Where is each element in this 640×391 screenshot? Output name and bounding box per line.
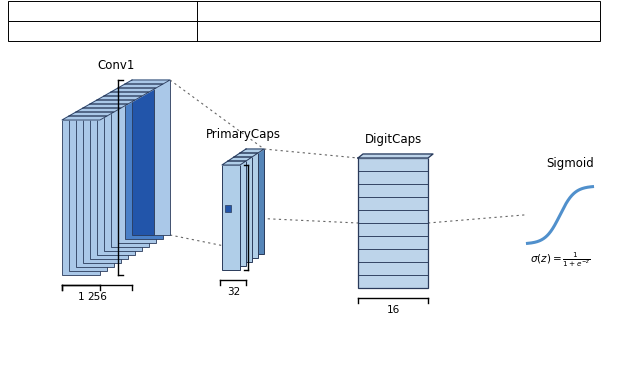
Bar	[358, 158, 428, 288]
Polygon shape	[97, 96, 142, 100]
Bar	[83, 108, 121, 263]
Text: PrimaryCaps: PrimaryCaps	[205, 128, 280, 141]
Bar	[240, 153, 258, 258]
Polygon shape	[234, 153, 258, 157]
Text: DigitCaps: DigitCaps	[364, 133, 422, 146]
Text: 9: 9	[108, 172, 115, 183]
Bar	[104, 96, 142, 251]
Bar	[111, 92, 149, 247]
Polygon shape	[125, 80, 170, 84]
Bar	[8, 21, 600, 41]
Bar	[225, 205, 231, 212]
Bar	[76, 112, 114, 267]
Text: Sigmoid: Sigmoid	[546, 157, 594, 170]
Bar	[97, 100, 135, 255]
Bar	[154, 80, 170, 235]
Bar	[222, 165, 240, 270]
Text: 1: 1	[77, 292, 84, 302]
Text: Squashing of 16-dimensional vectors: Squashing of 16-dimensional vectors	[301, 7, 496, 16]
Polygon shape	[240, 149, 264, 153]
Text: 256: 256	[87, 292, 107, 302]
Text: $\sigma(z) = \frac{1}{1+e^{-z}}$: $\sigma(z) = \frac{1}{1+e^{-z}}$	[530, 250, 590, 269]
Bar	[234, 157, 252, 262]
Polygon shape	[222, 161, 246, 165]
Polygon shape	[228, 157, 252, 161]
Polygon shape	[83, 104, 128, 108]
Bar	[132, 80, 154, 235]
Polygon shape	[104, 92, 149, 96]
Polygon shape	[76, 108, 121, 112]
Text: 8: 8	[252, 212, 259, 222]
Polygon shape	[62, 116, 107, 120]
Bar	[246, 149, 264, 254]
Bar	[228, 161, 246, 266]
Text: 16: 16	[387, 305, 399, 315]
Polygon shape	[118, 84, 163, 88]
Bar	[125, 84, 163, 239]
Bar	[69, 116, 107, 271]
Text: 1 neuron; Sigmoid: 1 neuron; Sigmoid	[350, 27, 447, 36]
Bar	[8, 1, 600, 21]
Bar	[90, 104, 128, 259]
Text: 32: 32	[227, 287, 241, 297]
Polygon shape	[111, 88, 156, 92]
Text: DC - Squash: DC - Squash	[13, 7, 78, 16]
Text: Fully Connected: Fully Connected	[13, 27, 99, 36]
Text: Conv1: Conv1	[97, 59, 134, 72]
Polygon shape	[90, 100, 135, 104]
Bar	[62, 120, 100, 275]
Polygon shape	[358, 154, 433, 158]
Bar	[118, 88, 156, 243]
Polygon shape	[69, 112, 114, 116]
